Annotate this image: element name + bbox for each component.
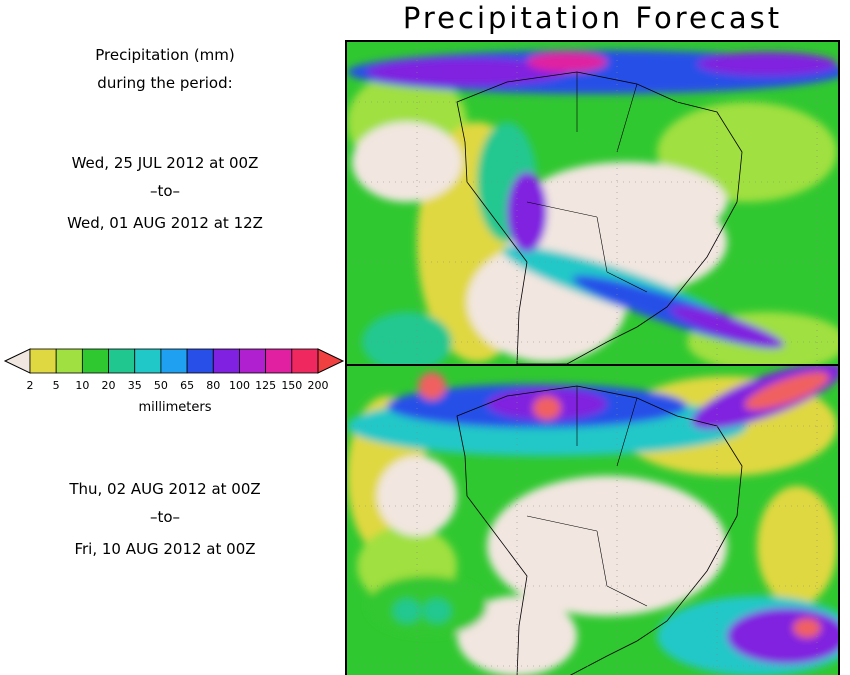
precip-area <box>362 312 452 364</box>
legend-bin <box>81 348 109 374</box>
continent-outline <box>456 71 743 364</box>
legend-bin <box>291 348 319 374</box>
legend-tick-label: 20 <box>102 379 116 392</box>
legend-scale: 2 5 10 20 35 50 65 80 100 125 150 200 millimeters <box>3 348 345 415</box>
precip-map-1 <box>347 42 838 364</box>
color-legend: 2 5 10 20 35 50 65 80 100 125 150 200 millimeters <box>0 345 345 420</box>
period2-separator: –to– <box>149 508 181 526</box>
precip-core <box>418 372 446 400</box>
precip-band <box>697 52 837 76</box>
legend-tick-label: 35 <box>128 379 142 392</box>
continent-outline <box>456 385 743 675</box>
intro-line-1: Precipitation (mm) <box>95 46 235 64</box>
precip-core <box>793 618 821 638</box>
precip-area <box>487 476 727 616</box>
period2-end: Fri, 10 AUG 2012 at 00Z <box>74 540 256 558</box>
precip-core <box>744 371 830 411</box>
legend-tick-label: 50 <box>154 379 168 392</box>
precip-band <box>669 306 785 348</box>
precip-core <box>423 599 451 623</box>
map-panel-period2 <box>345 364 840 675</box>
period2-start: Thu, 02 AUG 2012 at 00Z <box>69 480 261 498</box>
legend-bin <box>186 348 214 374</box>
page-title: Precipitation Forecast <box>402 1 783 35</box>
precip-core <box>393 599 421 623</box>
period1-end: Wed, 01 AUG 2012 at 12Z <box>67 214 263 232</box>
legend-above-arrow <box>317 348 345 374</box>
precip-area <box>352 122 462 202</box>
precip-area <box>377 456 457 536</box>
map-panel-period1 <box>345 40 840 366</box>
legend-tick-label: 200 <box>308 379 329 392</box>
period1-separator: –to– <box>149 182 181 200</box>
legend-bin <box>212 348 240 374</box>
precip-core <box>533 396 561 420</box>
country-borders <box>526 72 648 293</box>
legend-tick-label: 5 <box>53 379 60 392</box>
precip-area <box>527 162 727 242</box>
precip-map-2 <box>347 366 838 675</box>
legend-tick-label: 10 <box>75 379 89 392</box>
legend-tick-label: 2 <box>27 379 34 392</box>
legend-tick-label: 125 <box>255 379 276 392</box>
legend-bin <box>265 348 293 374</box>
precip-area <box>507 172 547 252</box>
precip-area <box>457 596 577 675</box>
legend-tick-label: 150 <box>281 379 302 392</box>
precip-area <box>757 486 837 606</box>
legend-bin <box>55 348 83 374</box>
legend-unit: millimeters <box>139 400 212 415</box>
country-borders <box>526 386 648 607</box>
legend-tick-label: 65 <box>180 379 194 392</box>
legend-bin <box>29 348 57 374</box>
period1-start: Wed, 25 JUL 2012 at 00Z <box>71 154 259 172</box>
legend-bin <box>134 348 162 374</box>
intro-line-2: during the period: <box>97 74 233 92</box>
legend-tick-label: 100 <box>229 379 250 392</box>
legend-below-arrow <box>3 348 31 374</box>
legend-bin <box>160 348 188 374</box>
precip-core <box>527 52 607 72</box>
legend-bin <box>108 348 136 374</box>
legend-bin <box>239 348 267 374</box>
legend-tick-label: 80 <box>206 379 220 392</box>
